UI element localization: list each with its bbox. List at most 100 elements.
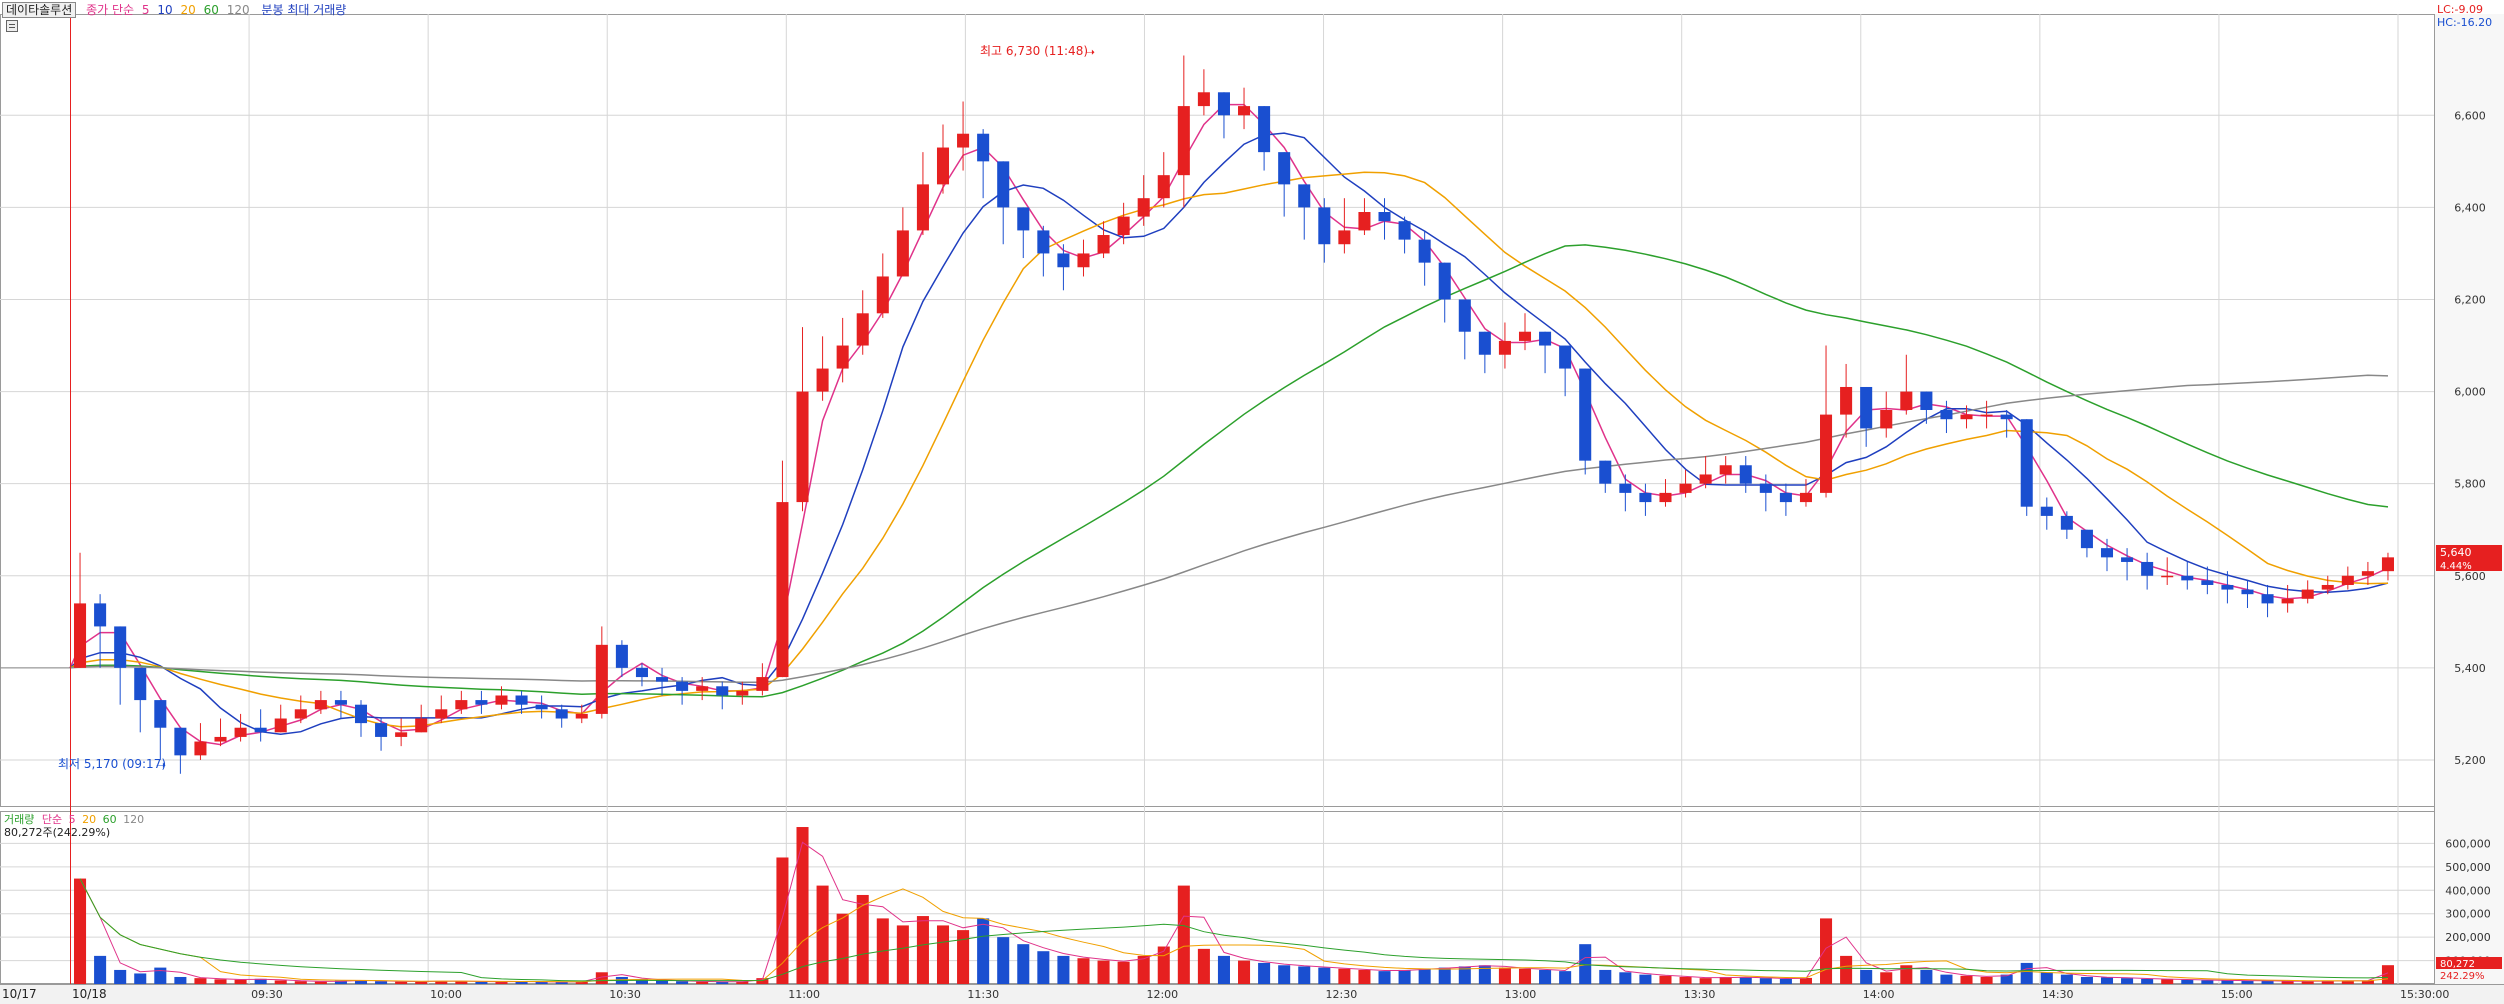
candle-body <box>74 603 87 668</box>
low-annotation: 최저 5,170 (09:17) ➝ <box>58 757 166 772</box>
volume-bar <box>1518 968 1532 984</box>
candle-body <box>194 741 207 756</box>
volume-ma-120[interactable]: 120 <box>123 813 145 826</box>
candle-body <box>415 718 428 733</box>
candle-body <box>776 502 789 678</box>
volume-bar <box>1779 978 1792 984</box>
candle-body <box>1458 299 1471 332</box>
price-tag-bg <box>2436 545 2502 559</box>
volume-bar <box>515 981 528 984</box>
volume-bar <box>2241 980 2254 984</box>
candle-body <box>2241 589 2254 595</box>
ma-line-20 <box>69 171 2389 728</box>
menu-icon[interactable] <box>6 20 18 32</box>
time-tick-label: 14:00 <box>1863 988 1895 1001</box>
candle-body <box>656 677 669 682</box>
volume-ma-60[interactable]: 60 <box>102 813 117 826</box>
volume-bars <box>74 827 2394 984</box>
volume-bar <box>736 981 749 984</box>
volume-bar <box>134 973 147 984</box>
volume-bar <box>194 978 207 984</box>
volume-bar <box>334 980 347 984</box>
volume-bar <box>1378 971 1391 984</box>
volume-bar <box>1679 976 1692 984</box>
candle-body <box>1920 391 1933 410</box>
volume-bar <box>1458 966 1471 984</box>
candle-body <box>274 718 287 733</box>
candle-body <box>1880 410 1893 429</box>
candle-body <box>354 704 368 724</box>
volume-bar <box>1559 971 1572 984</box>
candle-body <box>1659 492 1672 503</box>
volume-bar <box>2361 980 2374 984</box>
time-tick-label: 12:30 <box>1326 988 1358 1001</box>
time-tick-label: 15:00 <box>2221 988 2253 1001</box>
candle-body <box>334 700 347 705</box>
candle-body <box>716 686 729 696</box>
candle-body <box>395 732 408 737</box>
volume-ma-line <box>79 878 2389 982</box>
volume-bar <box>716 981 729 984</box>
candle-body <box>736 690 749 696</box>
volume-bar <box>154 967 167 984</box>
ma-title[interactable]: 종가 단순 <box>86 3 135 17</box>
volume-bar <box>2341 980 2354 984</box>
volume-bar <box>455 981 468 984</box>
candle-body <box>1759 483 1772 493</box>
candle-body <box>615 644 628 668</box>
candlesticks <box>74 55 2394 774</box>
volume-bar <box>415 981 428 984</box>
volume-ma-title[interactable]: 단순 <box>41 813 63 826</box>
volume-bar <box>395 981 408 984</box>
candle-body <box>2261 594 2274 604</box>
volume-bar <box>375 981 388 984</box>
price-tick-label: 6,600 <box>2454 109 2486 122</box>
candle-body <box>1137 198 1150 217</box>
candle-body <box>756 677 769 691</box>
candle-body <box>1197 92 1210 107</box>
volume-bar <box>696 981 709 984</box>
volume-bar <box>1017 944 1030 984</box>
stock-name[interactable]: 데이타솔루션 <box>2 2 77 18</box>
volume-bar <box>2201 980 2214 984</box>
candle-body <box>1418 239 1431 263</box>
candle-body <box>1057 253 1070 268</box>
volume-bar <box>74 878 87 984</box>
candle-body <box>1799 492 1812 503</box>
price-tick-label: 6,200 <box>2454 293 2486 306</box>
volume-bar <box>1338 968 1351 984</box>
candle-body <box>154 700 167 728</box>
hc-indicator: HC:-16.20 <box>2437 16 2492 29</box>
volume-tick-label: 600,000 <box>2445 837 2491 850</box>
volume-ma-20[interactable]: 20 <box>82 813 97 826</box>
candle-body <box>2161 575 2174 578</box>
volume-bar <box>1438 967 1451 984</box>
candle-body <box>1017 207 1030 231</box>
candle-body <box>936 147 950 185</box>
volume-bar <box>836 913 849 984</box>
candle-body <box>214 736 227 742</box>
volume-bar <box>475 981 488 984</box>
ma-period-5[interactable]: 5 <box>141 3 150 17</box>
candle-body <box>114 626 127 668</box>
volume-title[interactable]: 거래량 <box>4 813 35 826</box>
candle-body <box>314 700 327 710</box>
candle-body <box>234 727 247 737</box>
ma-period-20[interactable]: 20 <box>180 3 196 17</box>
ma-period-10[interactable]: 10 <box>157 3 173 17</box>
candle-body <box>435 709 448 719</box>
candle-body <box>1518 331 1532 341</box>
candle-body <box>896 230 909 277</box>
ma-period-120[interactable]: 120 <box>226 3 250 17</box>
ma-period-60[interactable]: 60 <box>203 3 219 17</box>
extra-indicator[interactable]: 분봉 최대 거래량 <box>261 3 347 17</box>
volume-bar <box>1157 946 1170 984</box>
candle-body <box>174 727 187 756</box>
volume-bar <box>1498 967 1511 984</box>
volume-bar <box>1980 976 1993 984</box>
volume-bar <box>1719 976 1732 984</box>
candle-body <box>1298 184 1311 208</box>
ma-line-120 <box>69 374 2389 684</box>
candle-body <box>1579 368 1592 461</box>
volume-ma-5[interactable]: 5 <box>68 813 76 826</box>
